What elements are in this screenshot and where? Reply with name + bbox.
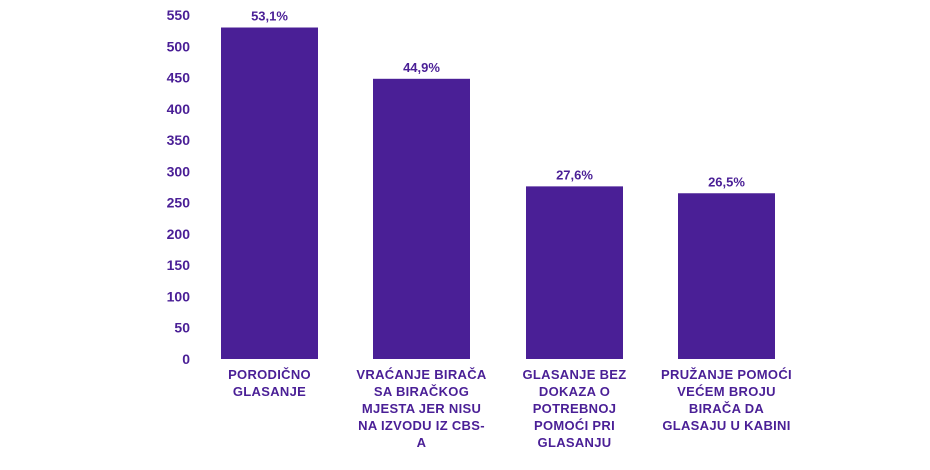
category-label: PORODIČNO GLASANJE <box>228 367 311 399</box>
y-tick-label: 150 <box>167 257 191 273</box>
data-label: 26,5% <box>708 174 745 189</box>
y-tick-label: 250 <box>167 195 191 211</box>
data-label: 44,9% <box>403 60 440 75</box>
data-label: 53,1% <box>251 9 288 24</box>
y-tick-label: 350 <box>167 132 191 148</box>
bar <box>678 193 775 359</box>
category-label: GLASANJE BEZ DOKAZA O POTREBNOJ POMOĆI PRI G… <box>522 367 626 450</box>
y-tick-label: 300 <box>167 163 191 179</box>
y-tick-label: 550 <box>167 7 191 23</box>
y-tick-label: 400 <box>167 101 191 117</box>
data-label: 27,6% <box>556 167 593 182</box>
y-tick-label: 0 <box>182 351 190 367</box>
y-tick-label: 500 <box>167 38 191 54</box>
y-tick-label: 50 <box>174 320 190 336</box>
category-label: VRAĆANJE BIRAČA SA BIRAČKOG MJESTA JER NIS… <box>356 367 486 450</box>
bar <box>526 186 623 359</box>
y-tick-label: 450 <box>167 70 191 86</box>
bar <box>373 78 470 360</box>
bar <box>221 27 318 359</box>
category-label: PRUŽANJE POMOĆI VEĆEM BROJU BIRAČA DA GLASA… <box>661 367 792 433</box>
y-tick-label: 100 <box>167 288 191 304</box>
y-tick-label: 200 <box>167 226 191 242</box>
